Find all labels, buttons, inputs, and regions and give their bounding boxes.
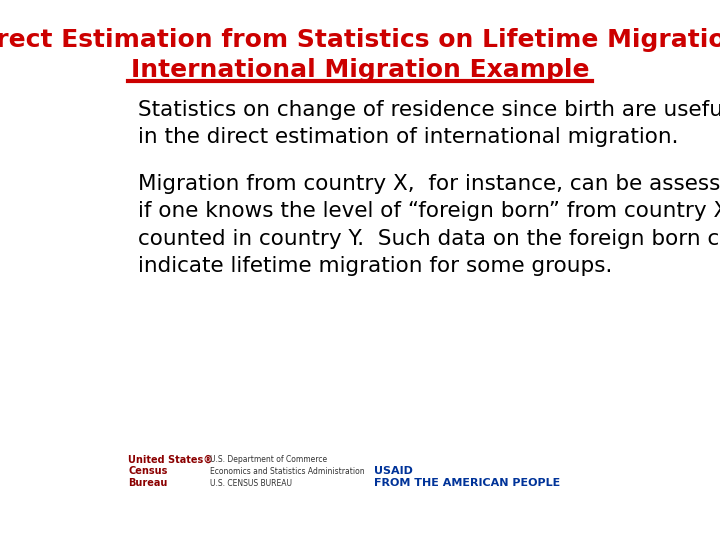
Text: USAID
FROM THE AMERICAN PEOPLE: USAID FROM THE AMERICAN PEOPLE [374, 465, 561, 488]
Text: Migration from country X,  for instance, can be assessed
if one knows the level : Migration from country X, for instance, … [138, 174, 720, 276]
Text: Direct Estimation from Statistics on Lifetime Migration:
International Migration: Direct Estimation from Statistics on Lif… [0, 28, 720, 82]
Text: United States®
Census
Bureau: United States® Census Bureau [128, 455, 213, 488]
Text: U.S. Department of Commerce
Economics and Statistics Administration
U.S. CENSUS : U.S. Department of Commerce Economics an… [210, 455, 365, 488]
Text: Statistics on change of residence since birth are useful
in the direct estimatio: Statistics on change of residence since … [138, 100, 720, 147]
